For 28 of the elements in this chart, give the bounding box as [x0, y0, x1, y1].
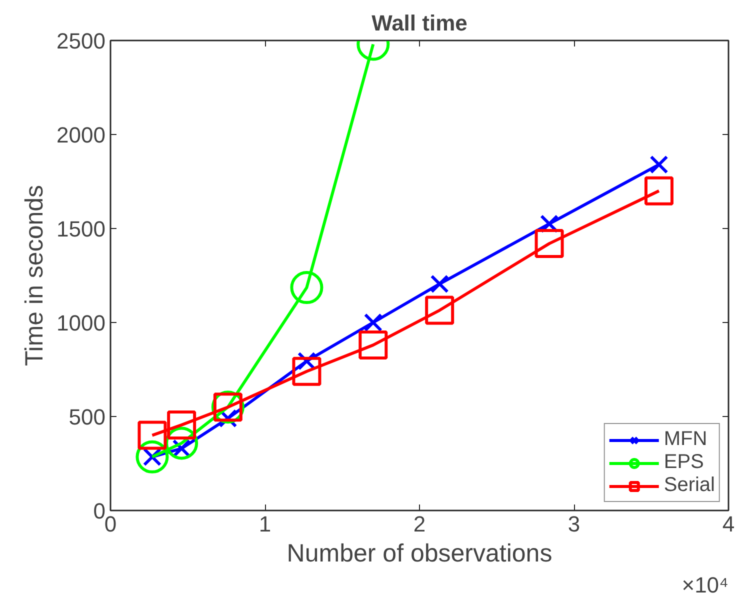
- point: [136, 440, 169, 474]
- y-tick-label: 1500: [56, 216, 106, 242]
- point: [534, 229, 564, 258]
- point: [167, 410, 196, 440]
- point: [644, 176, 674, 206]
- point: [430, 274, 449, 294]
- legend-label: EPS: [664, 451, 704, 474]
- y-tick-label: 500: [68, 404, 106, 430]
- x-tick-label: 2: [413, 512, 426, 536]
- point: [650, 155, 668, 174]
- x-tick-label: 4: [722, 512, 735, 536]
- text: ×10⁴: [682, 572, 729, 597]
- x-tick-label: 1: [258, 512, 272, 536]
- x-axis-title: Number of observations: [286, 540, 552, 568]
- point: [425, 296, 454, 325]
- point: [138, 420, 167, 450]
- y-tick-label: 2500: [56, 28, 106, 54]
- point: [364, 313, 382, 332]
- point: [358, 330, 388, 360]
- x-tick-label: 3: [568, 512, 580, 536]
- y-tick-label: 1000: [56, 310, 106, 336]
- y-tick-label: 2000: [56, 122, 106, 148]
- y-axis-title: Time in seconds: [20, 184, 49, 366]
- legend-label: Serial: [664, 474, 715, 497]
- point: [292, 356, 322, 386]
- point: [290, 271, 324, 304]
- chart-title: Wall time: [372, 10, 468, 36]
- legend-label: MFN: [664, 428, 708, 451]
